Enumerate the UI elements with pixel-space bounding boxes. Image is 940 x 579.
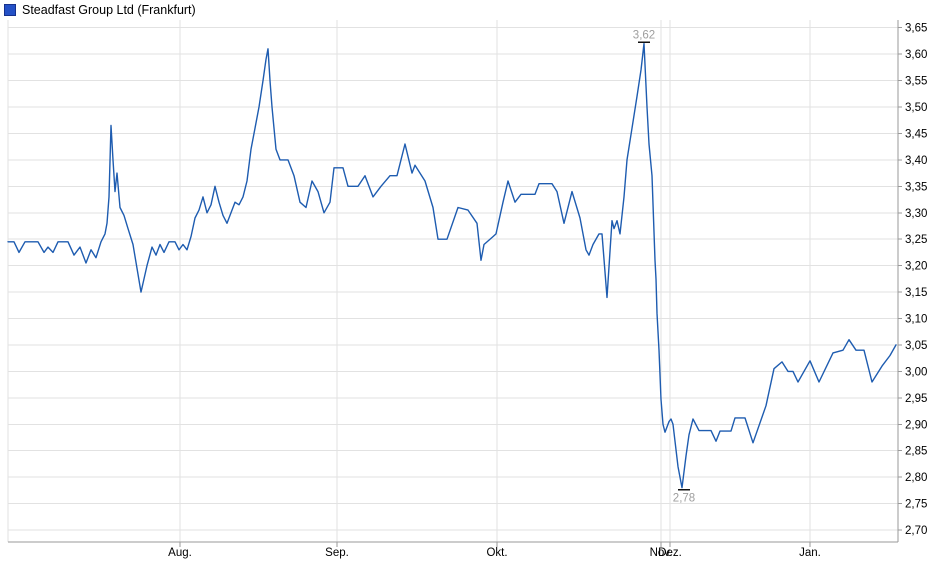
y-axis-label: 3,20 — [905, 261, 927, 273]
extreme-value-annotation: 2,78 — [673, 493, 695, 505]
chart-title: Steadfast Group Ltd (Frankfurt) — [22, 3, 196, 17]
y-axis-label: 3,25 — [905, 234, 927, 246]
y-axis-label: 3,00 — [905, 366, 927, 378]
y-axis-label: 3,60 — [905, 49, 927, 61]
y-axis-label: 3,05 — [905, 340, 927, 352]
x-axis-label: Nov. — [650, 547, 673, 559]
y-axis-label: 2,90 — [905, 419, 927, 431]
y-axis-label: 2,80 — [905, 472, 927, 484]
x-axis-label: Dez. — [658, 547, 682, 559]
y-axis-label: 3,45 — [905, 128, 927, 140]
x-axis-label: Sep. — [325, 547, 349, 559]
y-axis-label: 3,10 — [905, 314, 927, 326]
x-axis-label: Aug. — [168, 547, 192, 559]
series-marker-icon — [4, 4, 16, 16]
y-axis-label: 2,70 — [905, 525, 927, 537]
y-axis-label: 3,15 — [905, 287, 927, 299]
x-axis-label: Jan. — [799, 547, 821, 559]
y-axis-label: 2,95 — [905, 393, 927, 405]
x-axis-label: Okt. — [486, 547, 507, 559]
y-axis-label: 3,65 — [905, 23, 927, 35]
y-axis-label: 2,75 — [905, 499, 927, 511]
y-axis-label: 3,30 — [905, 208, 927, 220]
y-axis-label: 2,85 — [905, 446, 927, 458]
y-axis-label: 3,50 — [905, 102, 927, 114]
extreme-value-annotation: 3,62 — [633, 30, 655, 42]
chart-legend: Steadfast Group Ltd (Frankfurt) — [4, 3, 196, 17]
price-line — [7, 42, 897, 489]
y-axis-label: 3,35 — [905, 181, 927, 193]
y-axis-label: 3,55 — [905, 76, 927, 88]
y-axis-label: 3,40 — [905, 155, 927, 167]
